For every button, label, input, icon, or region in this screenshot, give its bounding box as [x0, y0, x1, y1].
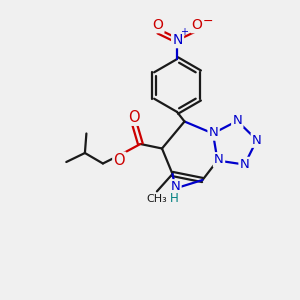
- Text: N: N: [209, 126, 218, 140]
- Text: O: O: [192, 18, 203, 32]
- Text: CH₃: CH₃: [146, 194, 167, 204]
- Text: O: O: [152, 18, 163, 32]
- Text: N: N: [172, 33, 183, 47]
- Text: N: N: [171, 180, 180, 194]
- Text: O: O: [129, 110, 140, 124]
- Text: N: N: [240, 158, 249, 171]
- Text: O: O: [114, 153, 125, 168]
- Text: N: N: [214, 153, 224, 167]
- Text: −: −: [203, 15, 214, 28]
- Text: +: +: [180, 27, 188, 37]
- Text: N: N: [252, 134, 262, 147]
- Text: H: H: [169, 192, 178, 205]
- Text: N: N: [232, 114, 242, 128]
